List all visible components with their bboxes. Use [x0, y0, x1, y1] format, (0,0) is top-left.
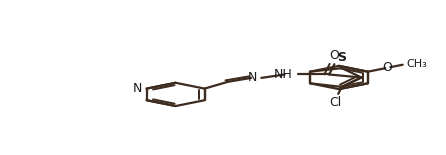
Text: NH: NH: [273, 68, 292, 81]
Text: N: N: [133, 82, 142, 95]
Text: O: O: [382, 61, 392, 74]
Text: O: O: [330, 49, 339, 62]
Text: Cl: Cl: [329, 96, 341, 109]
Text: CH₃: CH₃: [407, 59, 427, 69]
Text: S: S: [337, 51, 346, 64]
Text: N: N: [248, 71, 257, 84]
